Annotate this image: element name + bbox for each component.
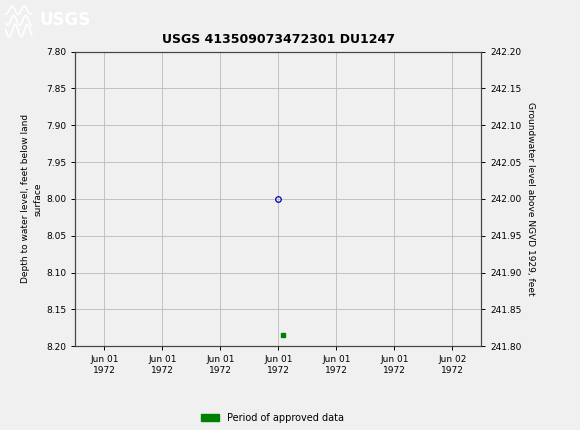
Y-axis label: Depth to water level, feet below land
surface: Depth to water level, feet below land su… [21,114,42,283]
Legend: Period of approved data: Period of approved data [201,413,344,423]
Title: USGS 413509073472301 DU1247: USGS 413509073472301 DU1247 [162,33,395,46]
Y-axis label: Groundwater level above NGVD 1929, feet: Groundwater level above NGVD 1929, feet [526,102,535,296]
Text: USGS: USGS [39,12,90,29]
